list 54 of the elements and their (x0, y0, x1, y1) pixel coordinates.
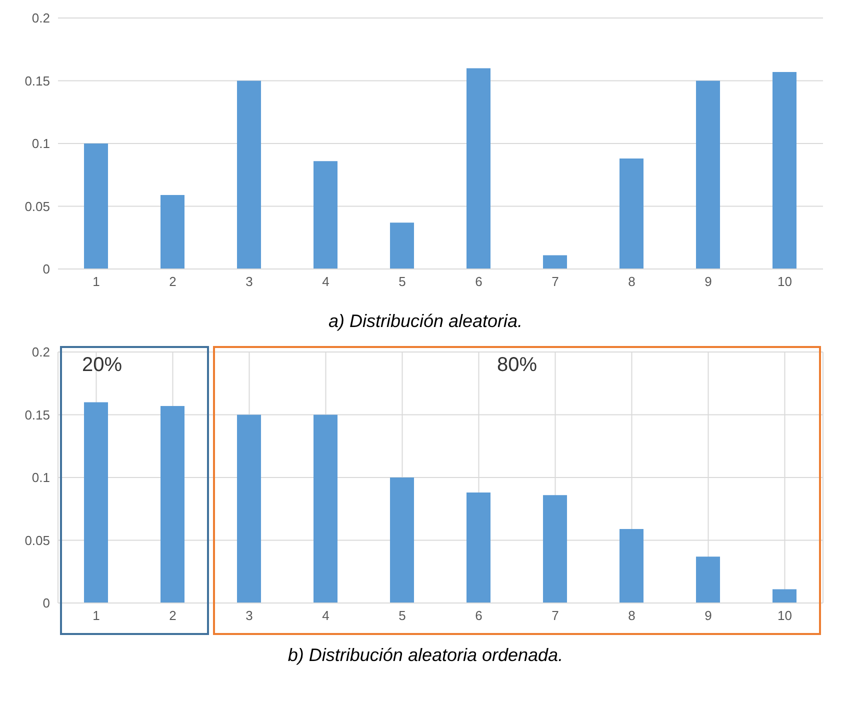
x-tick-label: 2 (169, 608, 176, 624)
bar (620, 528, 644, 603)
annotation: 80% (496, 353, 538, 378)
bar (772, 72, 796, 269)
y-tick-label: 0.2 (32, 10, 50, 26)
y-tick-label: 0.2 (32, 344, 50, 360)
x-tick-label: 7 (552, 274, 559, 290)
y-tick-label: 0.1 (32, 136, 50, 152)
x-tick-label: 1 (92, 608, 100, 624)
x-tick-label: 1 (92, 274, 100, 290)
x-tick-label: 9 (704, 274, 712, 290)
text: b) Distribución aleatoria ordenada. (286, 645, 564, 666)
x-tick-label: 7 (552, 608, 559, 624)
bar (543, 495, 567, 603)
x-tick-label: 6 (475, 274, 482, 290)
bar (160, 194, 184, 269)
bar (466, 68, 490, 269)
x-tick-label: 4 (322, 608, 330, 624)
bar (390, 222, 414, 269)
x-tick-label: 10 (778, 608, 792, 624)
y-tick-label: 0.15 (24, 73, 50, 88)
bar (237, 80, 261, 269)
annotation: 20% (81, 353, 124, 378)
x-tick-label: 6 (475, 608, 482, 624)
y-tick-label: 0.15 (24, 407, 50, 422)
x-tick-label: 5 (398, 274, 406, 290)
bar (696, 556, 720, 603)
bar (543, 255, 567, 269)
bar (390, 478, 414, 603)
bar (466, 492, 490, 603)
bar (314, 414, 338, 603)
y-tick-label: 0 (42, 262, 50, 277)
bar (84, 144, 108, 269)
bar (84, 402, 108, 603)
x-tick-label: 8 (628, 608, 636, 624)
x-tick-label: 2 (169, 274, 176, 290)
x-tick-label: 10 (778, 274, 792, 290)
y-tick-label: 0.05 (24, 198, 50, 214)
bar (237, 414, 261, 603)
x-tick-label: 8 (628, 274, 636, 290)
bar (620, 158, 644, 269)
y-tick-label: 0 (42, 596, 50, 611)
bar (772, 589, 796, 603)
x-tick-label: 5 (398, 608, 406, 624)
text: a) Distribución aleatoria. (327, 311, 524, 332)
bar (696, 80, 720, 269)
x-tick-label: 3 (246, 608, 253, 624)
y-tick-label: 0.1 (32, 470, 50, 486)
x-tick-label: 4 (322, 274, 330, 290)
x-tick-label: 9 (704, 608, 712, 624)
bar (314, 161, 338, 269)
y-tick-label: 0.05 (24, 532, 50, 548)
x-tick-label: 3 (246, 274, 253, 290)
bar (160, 406, 184, 603)
